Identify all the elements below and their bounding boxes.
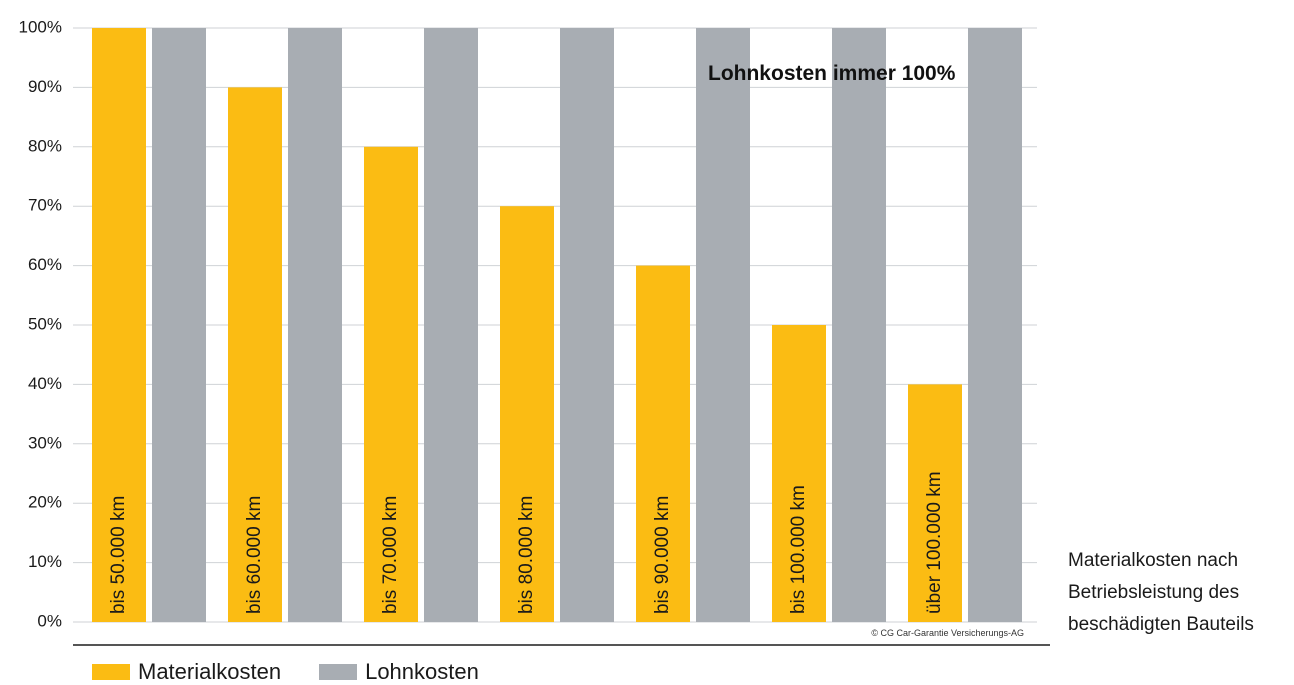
bar-lohnkosten xyxy=(832,28,886,622)
y-tick-label: 0% xyxy=(37,611,62,630)
y-tick-label: 70% xyxy=(28,196,62,215)
side-note-line-3: beschädigten Bauteils xyxy=(1068,614,1254,635)
bar-lohnkosten xyxy=(152,28,206,622)
legend-item-lohnkosten: Lohnkosten xyxy=(319,659,479,685)
bar-materialkosten xyxy=(908,384,962,622)
category-label: über 100.000 km xyxy=(924,471,945,614)
y-tick-label: 30% xyxy=(28,433,62,452)
y-tick-label: 100% xyxy=(19,17,62,36)
legend-swatch-lohnkosten xyxy=(319,664,358,680)
side-note-line-1: Materialkosten nach xyxy=(1068,550,1239,571)
bar-lohnkosten xyxy=(560,28,614,622)
legend-item-materialkosten: Materialkosten xyxy=(92,659,281,685)
bar-materialkosten xyxy=(636,265,690,622)
bar-chart: 0% 10% 20% 30% 40% 50% 60% 70% 80% 90% 100% bis 50.… xyxy=(19,17,1050,646)
legend-label-lohnkosten: Lohnkosten xyxy=(365,659,479,684)
side-note-line-2: Betriebsleistung des xyxy=(1068,582,1240,603)
bar-lohnkosten xyxy=(968,28,1022,622)
y-tick-label: 10% xyxy=(28,552,62,571)
category-label: bis 50.000 km xyxy=(108,496,129,614)
legend-label-materialkosten: Materialkosten xyxy=(138,659,282,684)
legend: Materialkosten Lohnkosten xyxy=(92,659,517,685)
y-tick-label: 20% xyxy=(28,493,62,512)
bar-materialkosten xyxy=(364,146,418,623)
bar-materialkosten xyxy=(772,325,826,622)
bar-materialkosten xyxy=(500,206,554,622)
y-tick-label: 50% xyxy=(28,314,62,333)
bar-lohnkosten xyxy=(696,28,750,622)
legend-swatch-materialkosten xyxy=(92,664,130,680)
bar-lohnkosten xyxy=(288,28,342,622)
side-note: Materialkosten nach Betriebsleistung des… xyxy=(1068,545,1294,641)
bar-lohnkosten xyxy=(424,28,478,622)
annotation-text: Lohnkosten immer 100% xyxy=(708,62,956,85)
bar-materialkosten xyxy=(92,28,146,622)
y-tick-label: 90% xyxy=(28,77,62,96)
copyright-text: © CG Car-Garantie Versicherungs-AG xyxy=(871,628,1024,638)
category-label: bis 90.000 km xyxy=(652,496,673,614)
bar-materialkosten xyxy=(228,87,282,622)
category-label: bis 70.000 km xyxy=(380,496,401,614)
y-tick-label: 80% xyxy=(28,136,62,155)
y-tick-label: 60% xyxy=(28,255,62,274)
category-label: bis 60.000 km xyxy=(244,496,265,614)
category-label: bis 80.000 km xyxy=(516,496,537,614)
y-tick-label: 40% xyxy=(28,374,62,393)
category-label: bis 100.000 km xyxy=(788,485,809,614)
